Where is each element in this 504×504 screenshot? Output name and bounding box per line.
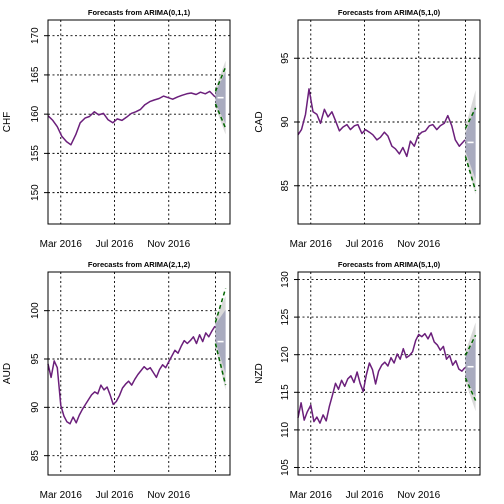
chf-ylabel: CHF (2, 112, 13, 133)
chf-upper-interval-line (214, 66, 227, 92)
chf-panel: 150 155 160 165 170 Mar 2016 Jul 2016 Nov 2016 F… (2, 8, 231, 250)
aud-upper-interval-line (214, 288, 227, 323)
aud-panel: 85 90 95 100 Mar 2016 Jul 2016 Nov 2016 Forecas… (2, 260, 231, 501)
cad-xtick-label: Nov 2016 (397, 239, 440, 250)
aud-ytick-label: 95 (30, 353, 41, 365)
cad-xtick-label: Jul 2016 (346, 239, 384, 250)
aud-plot-frame (47, 271, 231, 476)
chf-series-line (47, 90, 216, 146)
nzd-ytick-label: 125 (280, 308, 291, 325)
nzd-ytick-label: 115 (280, 384, 291, 400)
cad-ytick-label: 90 (280, 116, 291, 128)
aud-xtick-label: Jul 2016 (96, 490, 134, 501)
aud-ytick-label: 100 (30, 302, 41, 319)
cad-ytick-label: 85 (280, 180, 291, 192)
nzd-series-line (297, 332, 466, 424)
chf-xtick-label: Jul 2016 (96, 239, 134, 250)
cad-panel: 85 90 95 Mar 2016 Jul 2016 Nov 2016 Forecasts … (254, 8, 481, 250)
cad-upper-interval-line (464, 107, 477, 129)
cad-lower-interval-line (464, 156, 477, 192)
nzd-ytick-label: 110 (280, 421, 291, 437)
nzd-ytick-label: 130 (280, 271, 291, 288)
chf-ytick-label: 150 (30, 184, 41, 201)
aud-lower-interval-line (214, 343, 227, 386)
nzd-ylabel: NZD (254, 363, 265, 384)
nzd-upper-interval-line (464, 334, 477, 356)
chf-ytick-label: 165 (30, 66, 41, 83)
chf-lower-interval-line (214, 103, 227, 129)
aud-ylabel: AUD (2, 363, 13, 384)
chf-chart-title: Forecasts from ARIMA(0,1,1) (88, 8, 191, 17)
aud-xtick-label: Nov 2016 (147, 490, 190, 501)
nzd-chart-title: Forecasts from ARIMA(5,1,0) (338, 260, 441, 269)
chf-xtick-label: Mar 2016 (40, 239, 83, 250)
chf-ytick-label: 160 (30, 105, 41, 122)
aud-xtick-label: Mar 2016 (40, 490, 83, 501)
cad-xtick-label: Mar 2016 (290, 239, 333, 250)
aud-series-line (47, 325, 216, 425)
nzd-panel: 105 110 115 120 125 130 Mar 2016 Jul 2016 Nov 20… (254, 260, 481, 501)
nzd-plot-frame (297, 271, 481, 476)
aud-ytick-label: 85 (30, 450, 41, 462)
aud-ytick-label: 90 (30, 401, 41, 413)
aud-chart-title: Forecasts from ARIMA(2,1,2) (88, 260, 191, 269)
cad-ytick-label: 95 (280, 52, 291, 64)
nzd-xtick-label: Jul 2016 (346, 490, 384, 501)
chf-xtick-label: Nov 2016 (147, 239, 190, 250)
chf-ytick-label: 170 (30, 27, 41, 44)
cad-ylabel: CAD (254, 111, 265, 132)
chf-ytick-label: 155 (30, 145, 41, 162)
cad-series-line (297, 88, 466, 158)
chf-plot-frame (47, 19, 231, 225)
nzd-ytick-label: 120 (280, 346, 291, 363)
nzd-xtick-label: Nov 2016 (397, 490, 440, 501)
nzd-ytick-label: 105 (280, 459, 291, 476)
cad-chart-title: Forecasts from ARIMA(5,1,0) (338, 8, 441, 17)
nzd-xtick-label: Mar 2016 (290, 490, 333, 501)
